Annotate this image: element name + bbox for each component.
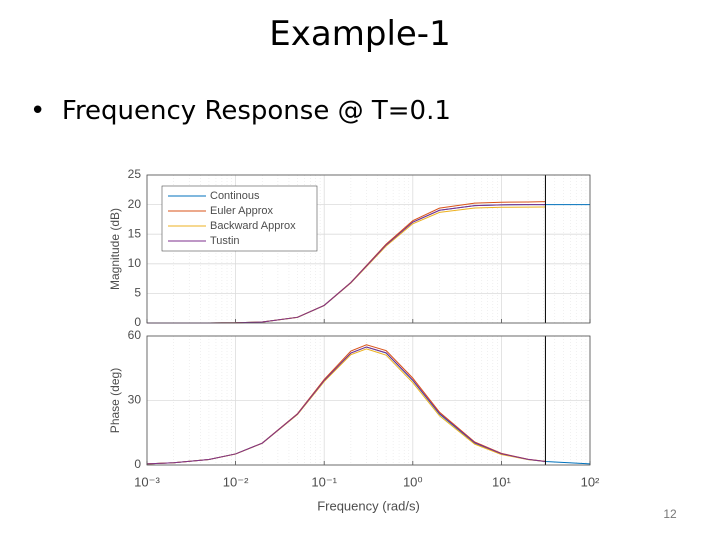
y-tick-label: 0 <box>134 315 141 329</box>
y-tick-label: 30 <box>128 393 142 407</box>
y-tick-label: 10 <box>128 256 142 270</box>
legend-label: Euler Approx <box>210 205 273 217</box>
bullet-dot: • <box>30 96 62 126</box>
x-tick-label: 10⁻³ <box>134 474 160 489</box>
slide-title: Example-1 <box>269 14 451 54</box>
series-line <box>146 346 546 465</box>
legend: Continous Euler Approx Backward Approx Tust… <box>161 185 318 252</box>
legend-label: Continous <box>210 190 260 202</box>
axes-box <box>146 335 591 466</box>
axes-box <box>146 174 591 324</box>
x-tick-label: 10¹ <box>492 474 511 489</box>
y-tick-label: 15 <box>128 226 142 240</box>
y-tick-label: 20 <box>128 197 142 211</box>
x-tick-label: 10⁰ <box>403 474 423 489</box>
bullet: • Frequency Response @ T=0.1 <box>30 96 451 126</box>
page-number: 12 <box>663 507 677 521</box>
y-axis-label: Phase (deg) <box>108 368 122 433</box>
x-tick-label: 10⁻¹ <box>311 474 337 489</box>
y-tick-label: 5 <box>134 286 141 300</box>
y-tick-label: 25 <box>128 167 142 181</box>
legend-label: Backward Approx <box>210 220 296 232</box>
x-tick-label: 10⁻² <box>223 474 249 489</box>
y-tick-label: 60 <box>128 328 142 342</box>
bullet-text: Frequency Response @ T=0.1 <box>61 96 451 126</box>
legend-box <box>161 185 318 252</box>
y-axis-label: Magnitude (dB) <box>108 208 122 290</box>
y-tick-label: 0 <box>134 457 141 471</box>
legend-label: Tustin <box>210 235 240 247</box>
x-axis-label: Frequency (rad/s) <box>317 498 420 513</box>
x-tick-label: 10² <box>581 474 600 489</box>
